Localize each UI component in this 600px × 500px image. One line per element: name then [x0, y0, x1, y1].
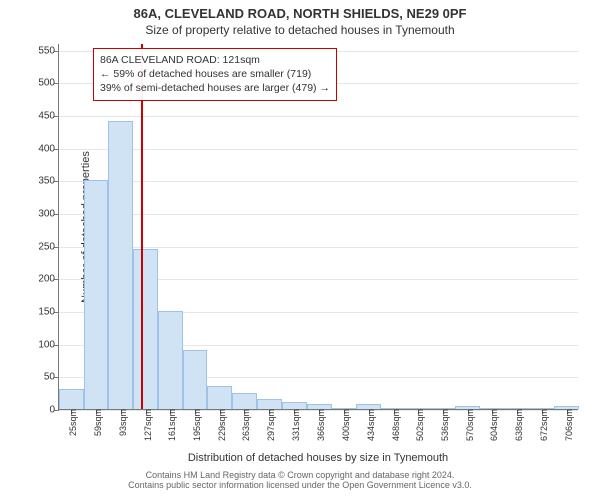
chart-container: 86A, CLEVELAND ROAD, NORTH SHIELDS, NE29… [0, 0, 600, 500]
histogram-bar [257, 399, 282, 409]
histogram-bar [207, 386, 232, 409]
gridline [59, 116, 578, 117]
y-tick-label: 150 [38, 306, 59, 317]
chart-title-address: 86A, CLEVELAND ROAD, NORTH SHIELDS, NE29… [0, 0, 600, 21]
annotation-box: 86A CLEVELAND ROAD: 121sqm ← 59% of deta… [93, 48, 337, 101]
y-tick-label: 250 [38, 241, 59, 252]
x-tick-label: 706sqm [560, 409, 574, 441]
footer-line-2: Contains public sector information licen… [10, 480, 590, 490]
y-tick-label: 550 [38, 45, 59, 56]
y-tick-label: 500 [38, 78, 59, 89]
y-tick-label: 400 [38, 143, 59, 154]
histogram-bar [158, 311, 183, 409]
x-tick-label: 672sqm [535, 409, 549, 441]
x-tick-label: 570sqm [461, 409, 475, 441]
histogram-bar [232, 393, 257, 409]
gridline [59, 149, 578, 150]
gridline [59, 181, 578, 182]
y-tick-label: 300 [38, 208, 59, 219]
x-tick-label: 400sqm [337, 409, 351, 441]
footer: Contains HM Land Registry data © Crown c… [0, 470, 600, 490]
x-tick-label: 434sqm [362, 409, 376, 441]
annotation-line-1: 86A CLEVELAND ROAD: 121sqm [100, 53, 330, 67]
y-tick-label: 0 [49, 405, 59, 416]
footer-line-1: Contains HM Land Registry data © Crown c… [10, 470, 590, 480]
chart-title-subtitle: Size of property relative to detached ho… [0, 21, 600, 37]
gridline [59, 247, 578, 248]
x-tick-label: 195sqm [188, 409, 202, 441]
x-tick-label: 331sqm [287, 409, 301, 441]
plot-area: 05010015020025030035040045050055025sqm59… [58, 44, 578, 410]
y-tick-label: 200 [38, 274, 59, 285]
gridline [59, 214, 578, 215]
annotation-line-2: ← 59% of detached houses are smaller (71… [100, 67, 330, 81]
x-tick-label: 366sqm [312, 409, 326, 441]
x-tick-label: 59sqm [89, 409, 103, 436]
y-tick-label: 350 [38, 176, 59, 187]
x-tick-label: 229sqm [213, 409, 227, 441]
x-tick-label: 161sqm [163, 409, 177, 441]
histogram-bar [59, 389, 84, 409]
x-tick-label: 297sqm [262, 409, 276, 441]
x-tick-label: 468sqm [387, 409, 401, 441]
histogram-bar [133, 249, 158, 409]
y-tick-label: 450 [38, 110, 59, 121]
y-tick-label: 50 [44, 372, 59, 383]
x-tick-label: 127sqm [139, 409, 153, 441]
histogram-bar [108, 121, 133, 409]
x-tick-label: 25sqm [64, 409, 78, 436]
x-tick-label: 536sqm [436, 409, 450, 441]
y-tick-label: 100 [38, 339, 59, 350]
x-axis-label: Distribution of detached houses by size … [58, 452, 578, 464]
histogram-bar [183, 350, 208, 409]
x-tick-label: 93sqm [114, 409, 128, 436]
histogram-bar [84, 180, 109, 409]
x-tick-label: 263sqm [237, 409, 251, 441]
x-tick-label: 638sqm [510, 409, 524, 441]
x-tick-label: 502sqm [411, 409, 425, 441]
x-tick-label: 604sqm [485, 409, 499, 441]
annotation-line-3: 39% of semi-detached houses are larger (… [100, 81, 330, 95]
